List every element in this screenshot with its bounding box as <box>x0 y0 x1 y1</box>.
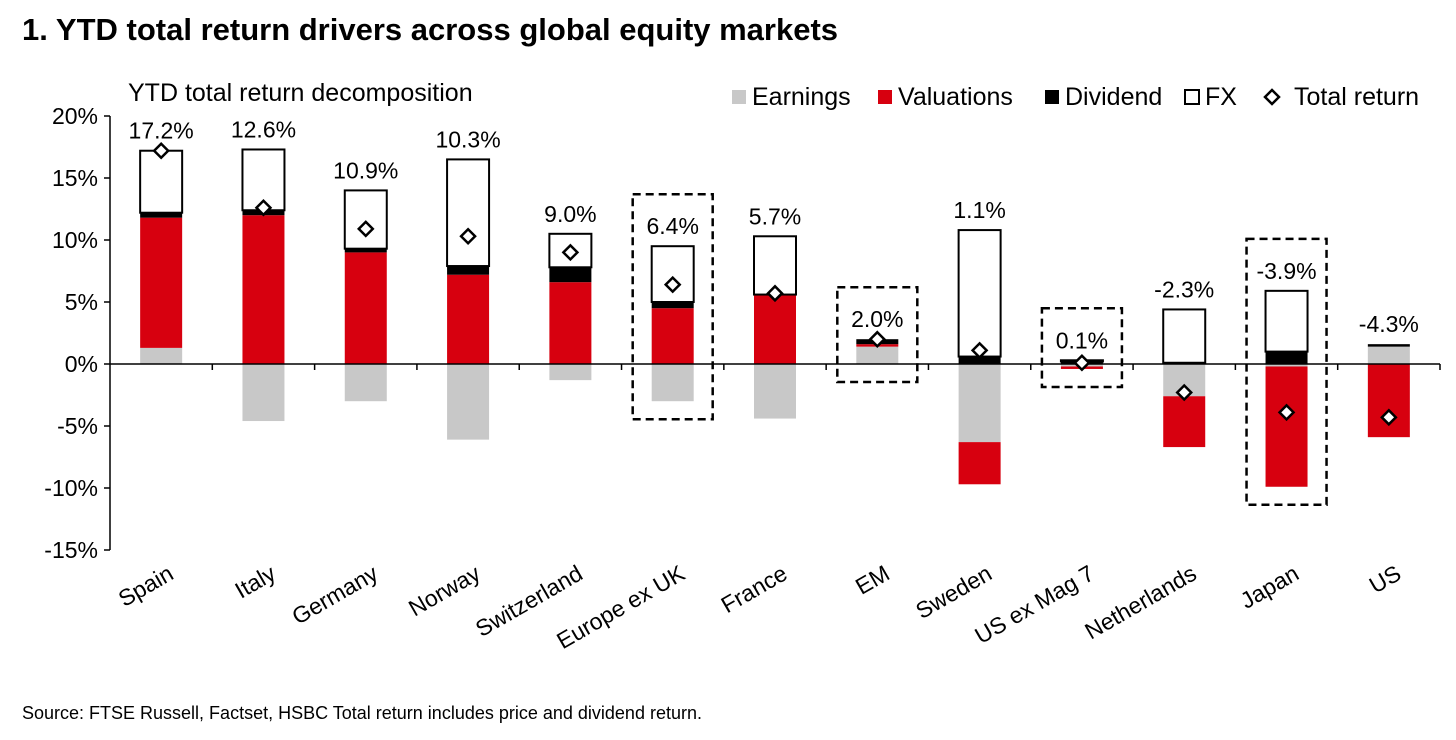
x-category-label: Italy <box>230 560 280 604</box>
total-return-label: 10.9% <box>333 157 398 183</box>
highlight-box <box>836 285 919 384</box>
x-category-label: Sweden <box>911 560 996 624</box>
bar-earnings <box>242 364 285 422</box>
total-return-marker <box>254 198 273 217</box>
x-category-label: EM <box>851 560 894 600</box>
bar-valuations <box>447 274 490 364</box>
total-return-label: 10.3% <box>435 126 500 152</box>
total-return-marker <box>561 243 580 262</box>
bar-earnings <box>140 347 183 364</box>
bar-valuations <box>242 215 285 364</box>
bar-earnings <box>549 364 592 381</box>
highlight-box <box>1245 237 1328 507</box>
bar-earnings <box>1367 346 1410 364</box>
total-return-marker <box>868 330 887 348</box>
bar-valuations <box>1163 396 1206 448</box>
total-return-marker <box>663 275 682 294</box>
bar-fx <box>343 189 388 250</box>
total-return-label: 9.0% <box>544 201 596 227</box>
total-return-label: 12.6% <box>231 116 296 142</box>
x-category-label: Norway <box>404 560 485 622</box>
total-return-marker <box>1277 403 1296 422</box>
bar-earnings <box>344 364 387 402</box>
total-return-marker <box>766 284 784 303</box>
bar-fx <box>957 229 1002 358</box>
y-tick-label: -15% <box>44 537 98 563</box>
total-return-label: 2.0% <box>851 306 903 332</box>
return-decomposition-chart: YTD total return decomposition -15% -10% -5… <box>44 79 1441 654</box>
bar-fx <box>650 245 695 303</box>
bar-earnings <box>958 364 1001 443</box>
bar-earnings <box>754 364 796 419</box>
bar-dividend <box>651 302 694 309</box>
x-category-label: Spain <box>114 560 178 612</box>
source-note: Source: FTSE Russell, Factset, HSBC Tota… <box>22 703 702 723</box>
total-return-marker <box>1175 383 1193 402</box>
bar-valuations <box>344 252 387 364</box>
bar-fx <box>1162 308 1207 364</box>
y-tick-label: 15% <box>52 165 98 191</box>
total-return-marker <box>152 141 170 160</box>
bar-dividend <box>549 267 592 283</box>
bar-fx <box>446 158 491 268</box>
highlight-box <box>631 192 714 421</box>
total-return-label: 5.7% <box>749 203 801 229</box>
bar-earnings <box>1265 364 1308 367</box>
bar-fx <box>1264 289 1309 353</box>
legend-swatch-total-return <box>1263 88 1281 106</box>
chart-title: 1. YTD total return drivers across globa… <box>22 12 839 47</box>
bar-dividend <box>958 356 1001 364</box>
x-category-label: Japan <box>1236 560 1303 614</box>
total-return-label: -3.9% <box>1256 258 1316 284</box>
bar-valuations <box>1265 366 1308 487</box>
legend-label-dividend: Dividend <box>1065 83 1162 111</box>
y-tick-label: 10% <box>52 227 98 253</box>
x-category-label: Germany <box>287 560 382 630</box>
total-return-label: 1.1% <box>953 197 1005 223</box>
total-return-label: 17.2% <box>129 118 194 144</box>
total-return-marker <box>459 227 477 246</box>
legend-swatch-dividend <box>1045 90 1059 104</box>
total-return-label: -2.3% <box>1154 276 1214 302</box>
bar-valuations <box>1367 364 1410 438</box>
bar-dividend <box>140 212 183 218</box>
bar-valuations <box>958 442 1001 485</box>
bar-dividend <box>447 266 490 275</box>
y-tick-label: -10% <box>44 475 98 501</box>
y-tick-label: 5% <box>65 289 98 315</box>
bar-valuations <box>140 217 183 348</box>
total-return-marker <box>1380 408 1398 427</box>
total-return-marker <box>1073 353 1091 372</box>
total-return-label: 0.1% <box>1056 327 1108 353</box>
bar-earnings <box>651 364 694 402</box>
legend-swatch-fx <box>1184 89 1200 105</box>
legend-swatch-earnings <box>732 90 746 104</box>
x-category-label: France <box>716 560 791 618</box>
legend-label-fx: FX <box>1205 83 1237 111</box>
legend-label-earnings: Earnings <box>752 83 851 111</box>
total-return-label: -4.3% <box>1359 311 1419 337</box>
bar-valuations <box>549 282 592 364</box>
legend-swatch-valuations <box>878 90 892 104</box>
bar-dividend <box>344 248 387 253</box>
bar-valuations <box>651 308 694 364</box>
x-category-label: US <box>1365 560 1406 598</box>
y-tick-label: 0% <box>65 351 98 377</box>
highlight-box <box>1040 307 1124 389</box>
total-return-label: 6.4% <box>646 213 698 239</box>
x-category-label: Netherlands <box>1080 560 1200 645</box>
chart-subtitle: YTD total return decomposition <box>128 79 473 107</box>
bar-earnings <box>856 346 899 364</box>
total-return-marker <box>357 220 375 238</box>
legend-label-valuations: Valuations <box>898 83 1013 111</box>
total-return-marker <box>970 341 989 360</box>
y-tick-label: -5% <box>57 413 98 439</box>
bar-dividend <box>1265 351 1308 364</box>
legend-label-total-return: Total return <box>1294 83 1419 111</box>
y-tick-label: 20% <box>52 103 98 129</box>
bar-valuations <box>754 294 796 364</box>
bar-fx <box>139 149 184 214</box>
bar-dividend <box>1367 344 1410 347</box>
bar-earnings <box>447 364 490 440</box>
